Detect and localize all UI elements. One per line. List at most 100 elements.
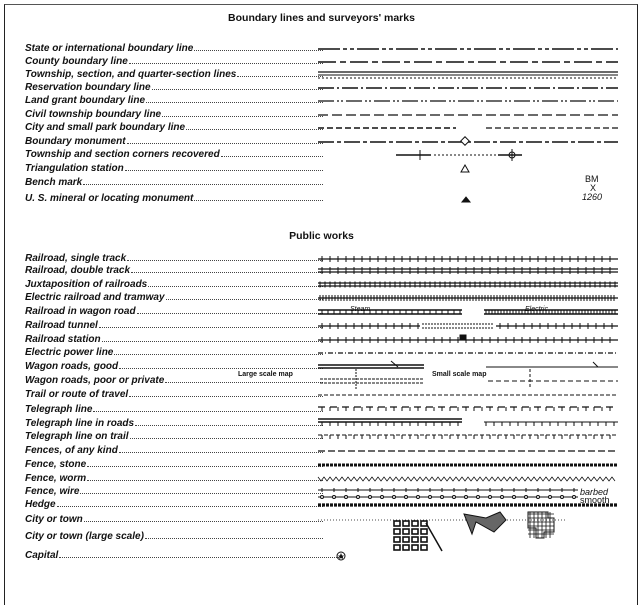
dot-leader — [151, 89, 323, 90]
dot-leader — [144, 538, 323, 539]
symbol-mark — [500, 495, 504, 499]
legend-label: Wagon roads, good — [25, 361, 119, 372]
legend-row: State or international boundary line — [25, 42, 325, 54]
symbol-mark — [317, 476, 616, 482]
dot-leader — [127, 260, 323, 261]
legend-row: Hedge — [25, 498, 325, 510]
symbol-mark — [404, 495, 408, 499]
dot-leader — [194, 200, 323, 201]
legend-frame — [4, 4, 638, 605]
dot-leader — [59, 557, 343, 558]
legend-label: Township, section, and quarter-section l… — [25, 69, 237, 80]
symbol-mark — [524, 495, 528, 499]
legend-label: Electric power line — [25, 347, 114, 358]
symbol-corner-crosses — [396, 149, 522, 161]
symbol-mark — [476, 495, 480, 499]
symbol-dash-dot — [318, 87, 618, 89]
symbol-road-poor — [320, 369, 618, 389]
dot-leader — [162, 116, 323, 117]
dot-leader — [87, 480, 323, 481]
dot-leader — [80, 493, 323, 494]
large-scale-map-label: Large scale map — [238, 371, 293, 378]
symbol-mark — [536, 495, 540, 499]
legend-row: Railroad tunnel — [25, 319, 325, 331]
legend-label: Fence, worm — [25, 473, 87, 484]
legend-label: Fence, wire — [25, 486, 80, 497]
legend-label: Wagon roads, poor or private — [25, 375, 165, 386]
legend-row: Fence, wire — [25, 485, 325, 497]
legend-row: Trail or route of travel — [25, 388, 325, 400]
symbol-short-dash — [318, 127, 618, 129]
dot-leader — [128, 63, 323, 64]
dot-leader — [114, 354, 323, 355]
symbol-mark — [420, 544, 428, 551]
dot-leader — [237, 76, 323, 77]
dot-leader — [83, 521, 323, 522]
dot-leader — [194, 50, 323, 51]
dot-leader — [118, 452, 323, 453]
symbol-trail — [318, 394, 618, 396]
symbol-mark — [332, 495, 336, 499]
legend-label: Fences, of any kind — [25, 445, 118, 456]
steam-annotation: Steam — [350, 306, 371, 313]
legend-row: Land grant boundary line — [25, 94, 325, 106]
legend-row: County boundary line — [25, 55, 325, 67]
legend-row: Electric power line — [25, 346, 325, 358]
legend-row: Wagon roads, poor or private — [25, 374, 325, 386]
symbol-mark — [464, 495, 468, 499]
legend-label: State or international boundary line — [25, 43, 194, 54]
legend-label: Railroad, double track — [25, 265, 131, 276]
legend-label: Railroad, single track — [25, 253, 127, 264]
electric-annotation: Electric — [525, 306, 548, 313]
legend-label: Electric railroad and tramway — [25, 292, 165, 303]
symbol-power-line — [318, 352, 618, 354]
legend-label: U. S. mineral or locating monument — [25, 193, 194, 204]
symbol-telegraph-road — [318, 418, 618, 426]
symbol-mark — [420, 536, 428, 543]
symbol-mark — [460, 196, 472, 203]
legend-label: Land grant boundary line — [25, 95, 146, 106]
legend-row: City or town — [25, 513, 325, 525]
symbol-mark — [393, 520, 401, 527]
symbol-mark — [338, 553, 344, 559]
smooth-label: smooth — [580, 495, 610, 505]
dot-leader — [129, 396, 323, 397]
legend-label: Railroad in wagon road — [25, 306, 136, 317]
symbol-capital-star — [336, 551, 346, 561]
symbol-telegraph-trail — [318, 434, 618, 439]
symbol-mark — [402, 528, 410, 535]
legend-label: Telegraph line — [25, 404, 93, 415]
legend-label: Reservation boundary line — [25, 82, 151, 93]
dot-leader — [56, 506, 323, 507]
symbol-mark — [393, 536, 401, 543]
legend-row: Railroad station — [25, 333, 325, 345]
dot-leader — [131, 272, 323, 273]
symbol-rail-double — [318, 267, 618, 274]
symbol-mark — [512, 495, 516, 499]
legend-row: Township, section, and quarter-section l… — [25, 68, 325, 80]
symbol-road-good — [318, 360, 618, 369]
legend-row: Boundary monument — [25, 135, 325, 147]
symbol-mark — [411, 520, 419, 527]
legend-label: Township and section corners recovered — [25, 149, 220, 160]
symbol-mark — [402, 520, 410, 527]
legend-row: Railroad, double track — [25, 264, 325, 276]
legend-row: Triangulation station — [25, 162, 325, 174]
legend-label: Railroad station — [25, 334, 101, 345]
symbol-mark — [440, 495, 444, 499]
legend-row: Juxtaposition of railroads — [25, 278, 325, 290]
symbol-fence — [318, 450, 618, 452]
legend-row: Fence, worm — [25, 472, 325, 484]
bench-mark-elevation: 1260 — [582, 192, 603, 202]
dot-leader — [98, 327, 323, 328]
symbol-mark — [460, 136, 470, 146]
legend-row: Wagon roads, good — [25, 360, 325, 372]
symbol-city-hatched — [318, 511, 566, 539]
dot-leader — [119, 368, 323, 369]
legend-row: Capital — [25, 549, 345, 561]
symbol-mark — [425, 522, 443, 552]
dot-leader — [165, 299, 323, 300]
legend-label: Boundary monument — [25, 136, 126, 147]
legend-row: Railroad, single track — [25, 252, 325, 264]
dot-leader — [148, 286, 323, 287]
